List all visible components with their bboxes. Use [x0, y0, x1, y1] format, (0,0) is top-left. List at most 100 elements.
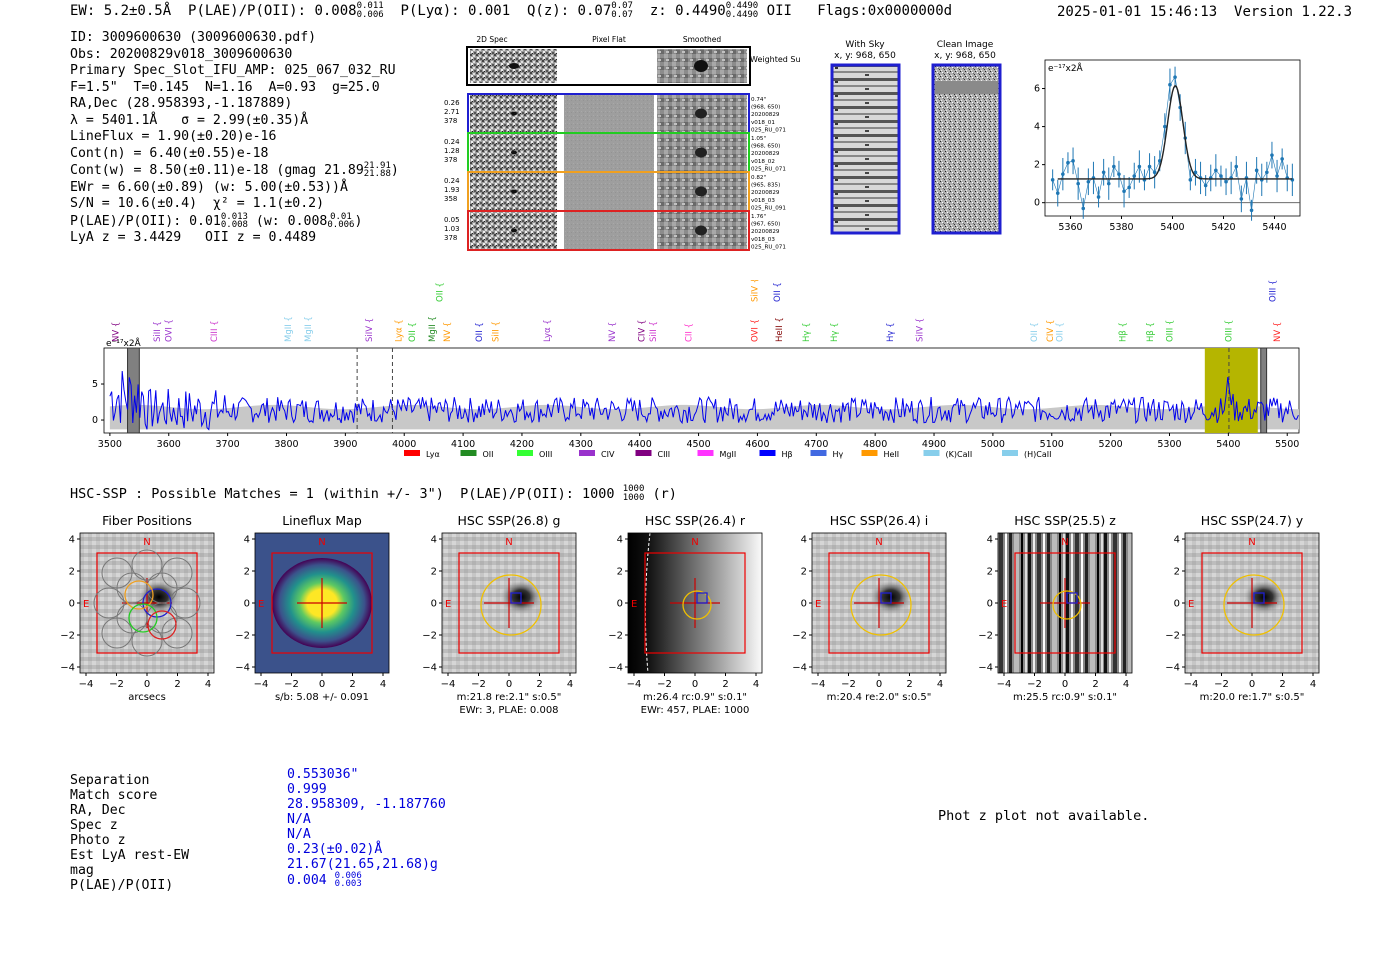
- aperture-ellipse: [850, 574, 912, 636]
- contw-lo: 21.88: [363, 169, 391, 179]
- info-plae-lo: 0.008: [220, 219, 248, 230]
- clean-image-band: [935, 81, 998, 94]
- hsc-panel-title: HSC SSP(26.4) r: [645, 513, 746, 528]
- value-spec-z: N/A: [287, 812, 311, 827]
- info-plaew-lo: 0.006: [327, 219, 355, 230]
- hsc-xtick-label: 2: [722, 679, 728, 690]
- aperture-box: [828, 552, 930, 654]
- line-marker-label: CIII {: [210, 320, 220, 342]
- match-box: [696, 592, 708, 604]
- cutout-right-label: 20200829: [751, 151, 780, 157]
- north-label: N: [318, 537, 325, 548]
- hsc-frame: [254, 532, 390, 674]
- cutout-row-frame: [467, 210, 750, 251]
- with-sky-image: [830, 63, 901, 235]
- datetime: 2025-01-01 15:46:13: [1057, 4, 1218, 20]
- cutout-left-label: 1.93: [444, 186, 460, 194]
- line-marker-label: SiII {: [649, 321, 659, 342]
- spectrum-xtick-label: 3800: [274, 439, 298, 450]
- north-label: N: [1248, 537, 1255, 548]
- match-box: [880, 592, 892, 604]
- spectrum-xtick-label: 4400: [628, 439, 652, 450]
- col-pixel-flat: Pixel Flat: [592, 35, 626, 44]
- legend-swatch: [579, 450, 595, 456]
- hsc-xtick-label: 4: [937, 679, 943, 690]
- east-label: E: [1188, 599, 1194, 610]
- flags-value: Flags:0x0000000d: [817, 3, 953, 19]
- hsc-panel-title: HSC SSP(24.7) y: [1201, 513, 1304, 528]
- hsc-xtick-label: 4: [1310, 679, 1316, 690]
- hsc-panel: HSC SSP(26.8) g N E 4 2 0 −2 −4 −4 −2 0 2 4 m:21.8 re…: [422, 513, 577, 716]
- aperture-box: [96, 552, 198, 654]
- aperture-box: [1014, 552, 1116, 654]
- cutout-right-label: 025_RU_071: [751, 127, 786, 133]
- fiber-circle: [131, 549, 163, 581]
- cutout-right-label: (965, 835): [751, 183, 780, 189]
- hsc-ytick-label: 2: [1174, 567, 1180, 578]
- zoom-ytick-label: 4: [1034, 122, 1040, 133]
- q-value: Q(z): 0.07: [526, 3, 612, 19]
- hsc-xtick-label: −2: [841, 679, 856, 690]
- hsc-ytick-label: −4: [608, 663, 623, 674]
- line-marker-label: OII {: [1030, 322, 1040, 342]
- spectrum-xtick-label: 4900: [922, 439, 946, 450]
- z-lo: 0.4490: [725, 10, 759, 20]
- zoom-ylabel: e⁻¹⁷x2Å: [1048, 62, 1084, 74]
- value-plae: 0.004 0.006 0.003: [287, 871, 362, 889]
- label-plae: P(LAE)/P(OII): [70, 878, 174, 893]
- hsc-header: HSC-SSP : Possible Matches = 1 (within +…: [70, 484, 677, 503]
- info-plaew-hi: 0.01: [330, 211, 352, 222]
- cutout-flat: [564, 173, 654, 210]
- hsc-frame: [79, 532, 215, 674]
- hsc-frame: [811, 532, 947, 674]
- hsc-ytick-label: −4: [422, 663, 437, 674]
- label-radec: RA, Dec: [70, 803, 126, 818]
- spectrum-xtick-label: 4700: [804, 439, 828, 450]
- value-mag: 21.67(21.65,21.68)g: [287, 857, 438, 872]
- hsc-hi: 1000: [622, 484, 645, 494]
- line-marker-label: MgII {: [304, 316, 314, 342]
- cutout-left-label: 2.71: [444, 108, 460, 116]
- hsc-panel-title: HSC SSP(25.5) z: [1014, 513, 1116, 528]
- zoom-xtick-label: 5380: [1109, 222, 1133, 232]
- line-marker-label: OVI {: [165, 319, 175, 342]
- cutout-right-label: 025_RU_091: [751, 205, 786, 211]
- hsc-ytick-label: −4: [1165, 663, 1180, 674]
- plae-lo: 0.006: [356, 10, 384, 20]
- hsc-xtick-label: 2: [174, 679, 180, 690]
- label-mag: mag: [70, 863, 94, 878]
- east-label: E: [83, 599, 89, 610]
- hsc-panel: HSC SSP(26.4) r N E 4 2 0 −2 −4 −4 −2 0 2 4 m:26.4 rc…: [608, 513, 763, 716]
- hsc-xtick-label: −2: [471, 679, 486, 690]
- hsc-panel-title: Lineflux Map: [282, 513, 362, 528]
- version: Version 1.22.3: [1234, 4, 1353, 20]
- hsc-xtick-label: −4: [79, 679, 94, 690]
- line-marker-label: OII {: [773, 282, 783, 302]
- line-marker-label: MgII {: [428, 316, 438, 342]
- hsc-panels: Fiber Positions N E 4 2 0 −2 −4 −4 −2 0 2 4 arcsecs Li…: [60, 513, 1320, 716]
- cutout-source: [511, 111, 517, 116]
- hsc-ytick-label: 2: [244, 567, 250, 578]
- legend-label: (K)CaII: [946, 450, 973, 459]
- with-sky-title: With Sky: [845, 40, 885, 50]
- legend-swatch: [861, 450, 878, 456]
- cutout-right-label: 20200829: [751, 229, 780, 235]
- hsc-ytick-label: −4: [792, 663, 807, 674]
- legend-swatch: [635, 450, 652, 456]
- legend-swatch: [1002, 450, 1018, 456]
- value-photo-z: N/A: [287, 827, 311, 842]
- aperture-box: [1201, 552, 1303, 654]
- emission-highlight-band: [1204, 348, 1258, 433]
- hsc-ytick-label: 2: [69, 567, 75, 578]
- cutout-right-label: 0.74": [751, 97, 766, 103]
- info-obs: Obs: 20200829v018_3009600630: [70, 46, 293, 62]
- line-marker-label: Hβ {: [1118, 322, 1128, 342]
- east-label: E: [1001, 599, 1007, 610]
- label-lya-rest-ew: Est LyA rest-EW: [70, 848, 190, 863]
- line-marker-label: Hβ {: [1146, 322, 1156, 342]
- value-plae-hi: 0.006: [334, 871, 362, 881]
- north-label: N: [1061, 537, 1068, 548]
- info-fparams: F=1.5" T=0.145 N=1.16 A=0.93 g=25.0: [70, 79, 380, 95]
- legend-swatch: [810, 450, 827, 456]
